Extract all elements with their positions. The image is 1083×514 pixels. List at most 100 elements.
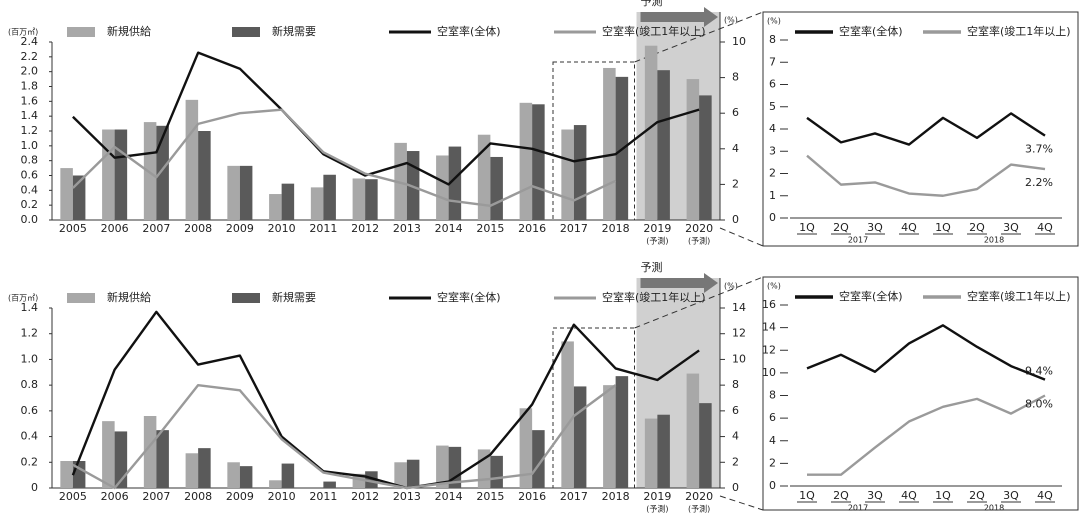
y-tick-label: 2 (769, 167, 776, 180)
line-series (71, 310, 700, 490)
x-tick-label: 2Q (833, 221, 849, 234)
y-tick-label: 1 (769, 189, 776, 202)
bar (156, 430, 169, 488)
legend-label: 空室率(竣工1年以上) (602, 24, 706, 38)
bar (490, 455, 503, 488)
x-tick-label: 1Q (935, 489, 951, 502)
bar (281, 463, 295, 488)
legend-swatch (67, 27, 95, 37)
y-tick-label: 2.4 (21, 35, 39, 48)
x-tick-label: 2Q (833, 489, 849, 502)
x-tick-label: 4Q (901, 221, 917, 234)
x-tick-label: 2019 (643, 222, 671, 235)
y2-unit: (%) (724, 16, 738, 25)
x-tick-label: 2010 (268, 490, 296, 503)
bar (365, 179, 378, 220)
x-tick-label: 2020 (685, 222, 713, 235)
bar (406, 459, 420, 488)
bar (239, 466, 253, 488)
y-tick-label: 5 (769, 100, 776, 113)
value-label: 3.7% (1025, 143, 1053, 156)
bar (323, 174, 336, 220)
y-tick-label: 6 (769, 78, 776, 91)
y-tick-label: 1.2 (21, 124, 39, 137)
legend-swatch (232, 27, 260, 37)
y2-tick-label: 8 (732, 378, 739, 391)
bar (239, 165, 253, 220)
y-tick-label: 0.4 (21, 183, 39, 196)
y2-tick-label: 10 (732, 352, 746, 365)
line-series (72, 51, 700, 186)
bar (156, 125, 169, 220)
bar (686, 373, 700, 488)
bar (561, 341, 574, 488)
y-unit: (百万㎡) (8, 28, 38, 37)
x-tick-label: 1Q (935, 221, 951, 234)
y-tick-label: 2.0 (21, 65, 39, 78)
y-tick-label: 1.4 (21, 109, 39, 122)
legend-swatch (232, 293, 260, 303)
y-tick-label: 0.2 (21, 198, 39, 211)
bar (323, 481, 336, 488)
forecast-label: 予測 (641, 0, 663, 8)
bar (657, 70, 670, 220)
inset-frame (762, 276, 1079, 511)
x-tick-label: 3Q (1003, 221, 1019, 234)
bar (644, 418, 658, 488)
x-sublabel: (予測) (688, 504, 710, 514)
x-tick-label: 2008 (184, 490, 212, 503)
y-tick-label: 14 (762, 321, 776, 334)
value-label: 8.0% (1025, 398, 1053, 411)
bar (102, 129, 115, 220)
x-tick-label: 2018 (602, 222, 630, 235)
x-tick-label: 1Q (799, 489, 815, 502)
legend-label: 空室率(全体) (839, 289, 903, 303)
x-tick-label: 2017 (560, 490, 588, 503)
x-tick-label: 2010 (268, 222, 296, 235)
line-series (806, 324, 1046, 381)
line-series (72, 383, 617, 490)
bar (60, 168, 73, 220)
inset-frame (762, 11, 1079, 247)
bar (198, 448, 211, 488)
bar (365, 471, 378, 488)
bar (394, 462, 407, 488)
x-tick-label: 2015 (476, 222, 504, 235)
y2-tick-label: 14 (732, 301, 746, 314)
y-tick-label: 7 (769, 55, 776, 68)
legend-label: 空室率(竣工1年以上) (967, 289, 1071, 303)
x-tick-label: 2019 (643, 490, 671, 503)
y-tick-label: 0.8 (21, 378, 39, 391)
legend-label: 空室率(全体) (839, 24, 903, 38)
bar (436, 155, 449, 220)
legend-label: 空室率(全体) (437, 290, 501, 304)
y-tick-label: 1.8 (21, 80, 39, 93)
bar (185, 99, 199, 220)
y2-tick-label: 6 (732, 404, 739, 417)
y-tick-label: 8 (769, 33, 776, 46)
y-tick-label: 2 (769, 456, 776, 469)
bar (60, 461, 73, 488)
x-tick-label: 2Q (969, 221, 985, 234)
zoom-connector (719, 227, 764, 247)
y-tick-label: 8 (769, 389, 776, 402)
y-tick-label: 0.0 (21, 213, 39, 226)
line-series (72, 108, 617, 207)
x-tick-label: 2020 (685, 490, 713, 503)
y-tick-label: 1.4 (21, 301, 39, 314)
year-label: 2018 (984, 236, 1004, 245)
bar (143, 416, 157, 488)
y2-tick-label: 2 (732, 455, 739, 468)
bar (657, 414, 670, 488)
bar (310, 187, 324, 220)
bar (281, 183, 295, 220)
y2-tick-label: 0 (732, 481, 739, 494)
bar (603, 67, 616, 220)
legend-label: 新規需要 (272, 24, 316, 38)
year-label: 2017 (848, 236, 868, 245)
bar (72, 175, 86, 220)
y2-tick-label: 0 (732, 213, 739, 226)
y-tick-label: 2.2 (21, 50, 39, 63)
bar (561, 129, 574, 220)
bar (615, 376, 629, 488)
